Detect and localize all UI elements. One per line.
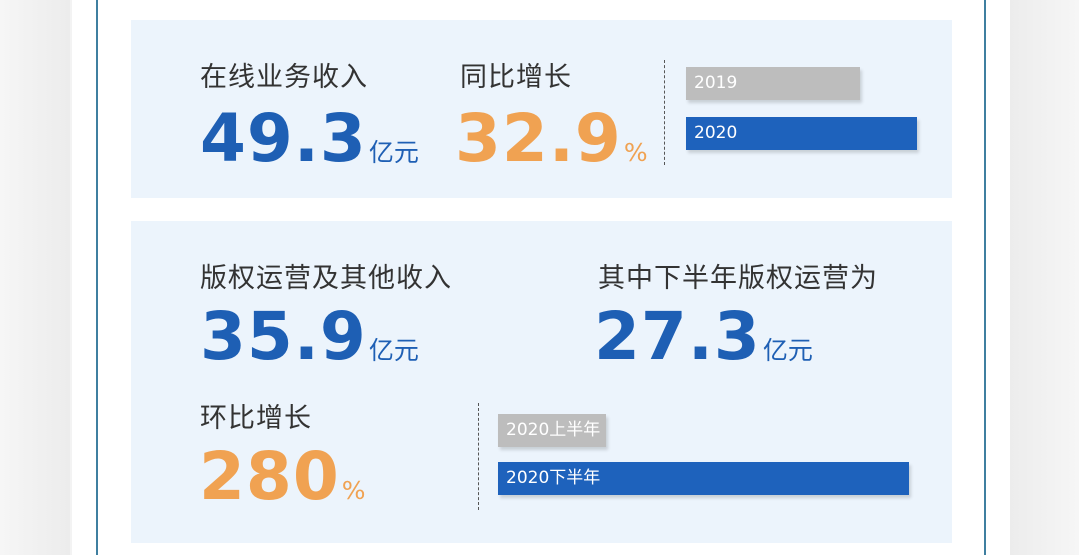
bar-2020-h1: 2020上半年 [498,414,606,447]
copyright-revenue-metric: 35.9亿元 [200,304,419,370]
qoq-growth-value: 280 [199,438,340,515]
h2-copyright-label: 其中下半年版权运营为 [598,263,878,294]
bar-2019: 2019 [686,67,860,100]
yoy-growth-unit: % [623,138,648,167]
online-revenue-label: 在线业务收入 [200,62,368,93]
copyright-revenue-unit: 亿元 [368,336,419,365]
bar-2020-label: 2020 [694,123,738,143]
bar-2019-label: 2019 [694,73,738,93]
chart2-divider [478,403,479,510]
h2-copyright-metric: 27.3亿元 [594,304,813,370]
page-margin-right [1009,0,1079,555]
bar-2020-h1-label: 2020上半年 [506,420,601,440]
qoq-growth-metric: 280% [199,444,366,510]
yoy-growth-value: 32.9 [455,100,622,177]
qoq-growth-label: 环比增长 [200,403,312,434]
h2-copyright-value: 27.3 [594,298,761,375]
bar-2020-h2: 2020下半年 [498,462,909,495]
page-margin-left [0,0,70,555]
online-revenue-value: 49.3 [200,100,367,177]
bar-2020-h2-label: 2020下半年 [506,468,601,488]
chart1-divider [664,60,665,165]
online-revenue-metric: 49.3亿元 [200,106,419,172]
copyright-revenue-value: 35.9 [200,298,367,375]
online-revenue-unit: 亿元 [368,138,419,167]
h2-copyright-unit: 亿元 [762,336,813,365]
content-frame [96,0,986,555]
yoy-growth-metric: 32.9% [455,106,648,172]
copyright-revenue-label: 版权运营及其他收入 [200,263,452,294]
bar-2020: 2020 [686,117,917,150]
yoy-growth-label: 同比增长 [460,62,572,93]
qoq-growth-unit: % [341,476,366,505]
online-revenue-panel [131,20,952,198]
